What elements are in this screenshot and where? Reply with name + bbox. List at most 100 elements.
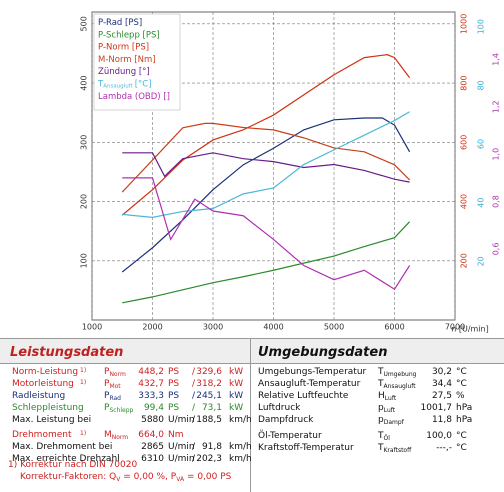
x-tick-label: 6000: [384, 323, 404, 332]
symbol: TÖl: [378, 431, 390, 444]
row-unit: PS: [168, 391, 180, 401]
row-unit: km/h: [229, 454, 252, 464]
legend-text: T: [97, 79, 104, 89]
row-label: Max. Leistung bei: [12, 415, 92, 425]
symbol: PRad: [104, 391, 121, 404]
x-axis-label: n [U/min]: [451, 325, 489, 334]
row-note: 1): [80, 367, 87, 374]
symbol: TUmgebung: [378, 367, 416, 380]
series-line: [121, 117, 411, 273]
symbol: HLuft: [378, 391, 396, 404]
row-value: 34,4: [431, 379, 452, 389]
symbol-sub: Rad: [109, 395, 121, 402]
y-tick-label: 200: [460, 253, 469, 268]
row-sep: /: [192, 367, 196, 377]
x-tick-label: 5000: [324, 323, 344, 332]
row-label: Max. Drehmoment bei: [12, 442, 113, 452]
row-sep: /: [192, 415, 196, 425]
row-label: Norm-Leistung: [12, 367, 79, 377]
symbol-text: T: [378, 367, 384, 377]
row-unit: kW: [229, 403, 244, 413]
symbol: PNorm: [104, 367, 126, 380]
divider: [250, 338, 251, 492]
row-value: 432,7: [138, 379, 164, 389]
x-tick-label: 2000: [142, 323, 162, 332]
symbol-sub: Ansaugluft: [383, 383, 416, 390]
symbol: PSchlepp: [104, 403, 133, 416]
row-value: 329,6: [196, 367, 222, 377]
symbol-text: P: [104, 403, 110, 413]
symbol-text: p: [378, 403, 384, 413]
row-label: Relative Luftfeuchte: [258, 391, 349, 401]
row-label: Motorleistung: [12, 379, 74, 389]
row-value: 664,0: [138, 430, 164, 440]
row-unit: km/h: [229, 442, 252, 452]
symbol: TAnsaugluft: [378, 379, 416, 392]
legend-entry: Lambda (OBD) []: [98, 91, 170, 101]
row-sep: /: [192, 454, 196, 464]
row-unit: U/min: [168, 442, 195, 452]
y-tick-label: 800: [460, 75, 469, 90]
symbol-sub: Luft: [383, 407, 396, 414]
x-tick-label: 3000: [203, 323, 223, 332]
symbol-sub: Norm: [111, 434, 129, 441]
row-label: Drehmoment: [12, 430, 72, 440]
factors: Korrektur-Faktoren: QV = 0,00 %, PVA = 0…: [20, 472, 231, 485]
y-tick-label: 400: [460, 194, 469, 209]
symbol-sub: Dampf: [383, 419, 404, 426]
row-note: 1): [80, 379, 87, 386]
legend-box: [93, 13, 181, 111]
symbol-text: T: [378, 443, 384, 453]
row-value: 448,2: [138, 367, 164, 377]
text: P: [170, 472, 177, 482]
row-value: 73,1: [201, 403, 222, 413]
legend-text: P-Norm [PS]: [98, 42, 149, 52]
y-tick-label: 100: [80, 253, 89, 268]
legend-text: M-Norm [Nm]: [98, 54, 156, 64]
legend-sub: Ansaugluft: [103, 83, 133, 89]
row-unit: Nm: [168, 430, 184, 440]
series-line: [122, 221, 411, 304]
symbol: TKraftstoff: [378, 443, 411, 456]
row-label: Kraftstoff-Temperatur: [258, 443, 354, 453]
row-unit: °C: [456, 431, 467, 441]
legend-entry: Zündung [°]: [98, 67, 150, 77]
symbol-text: p: [378, 415, 384, 425]
symbol-sub: Schlepp: [109, 407, 134, 414]
row-unit: PS: [168, 379, 180, 389]
row-unit: kW: [229, 391, 244, 401]
text: = 0,00 %,: [123, 472, 168, 482]
symbol-text: T: [378, 379, 384, 389]
text: Q: [109, 472, 117, 482]
y-tick-label: 60: [477, 139, 486, 149]
y-tick-label: 1,4: [492, 53, 501, 66]
y-tick-label: 40: [477, 198, 486, 208]
series-line: [122, 177, 411, 291]
row-value: 30,2: [431, 367, 452, 377]
y-tick-label: 1,0: [492, 148, 501, 161]
row-value: 1001,7: [420, 403, 453, 413]
y-tick-label: 80: [477, 80, 486, 90]
legend-text: Zündung [°]: [98, 67, 150, 77]
row-unit: U/min: [168, 415, 195, 425]
row-unit: °C: [456, 379, 467, 389]
row-value: 11,8: [431, 415, 452, 425]
symbol-text: M: [104, 430, 112, 440]
symbol-sub: Öl: [383, 435, 390, 442]
symbol: pDampf: [378, 415, 404, 428]
symbol-sub: Mot: [109, 383, 121, 390]
series-line: [121, 54, 411, 216]
series-line: [122, 152, 410, 183]
y-tick-label: 500: [80, 16, 89, 31]
symbol-text: P: [104, 367, 110, 377]
text: Korrektur-Faktoren:: [20, 472, 107, 482]
y-tick-label: 0,8: [492, 195, 501, 208]
row-value: 318,2: [196, 379, 222, 389]
row-label: Radleistung: [12, 391, 66, 401]
symbol-text: P: [104, 379, 110, 389]
row-unit: kW: [229, 379, 244, 389]
row-unit: U/min: [168, 454, 195, 464]
row-note: 1): [80, 430, 87, 437]
symbol-text: T: [378, 431, 384, 441]
row-unit: km/h: [229, 415, 252, 425]
